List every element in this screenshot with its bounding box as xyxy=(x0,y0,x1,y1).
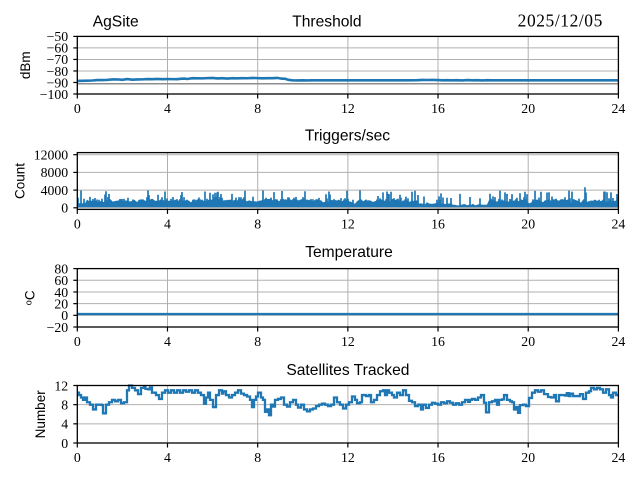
svg-text:40: 40 xyxy=(54,285,68,300)
svg-text:oC: oC xyxy=(23,290,38,305)
svg-text:4: 4 xyxy=(164,450,171,465)
svg-text:80: 80 xyxy=(54,261,68,276)
svg-text:60: 60 xyxy=(54,273,68,288)
svg-text:4: 4 xyxy=(164,101,171,116)
svg-text:−50: −50 xyxy=(47,29,69,44)
svg-text:8: 8 xyxy=(254,450,261,465)
svg-text:12: 12 xyxy=(341,334,355,349)
svg-text:Satellites Tracked: Satellites Tracked xyxy=(286,362,409,379)
svg-text:8: 8 xyxy=(61,397,68,412)
svg-text:12: 12 xyxy=(341,450,355,465)
svg-text:8: 8 xyxy=(254,334,261,349)
svg-text:Temperature: Temperature xyxy=(305,244,393,261)
svg-text:4: 4 xyxy=(61,417,68,432)
svg-text:−70: −70 xyxy=(47,52,69,67)
svg-text:4: 4 xyxy=(164,334,171,349)
svg-text:24: 24 xyxy=(612,217,626,232)
svg-text:20: 20 xyxy=(521,450,535,465)
svg-text:16: 16 xyxy=(431,450,445,465)
svg-text:0: 0 xyxy=(74,450,81,465)
svg-text:20: 20 xyxy=(521,217,535,232)
svg-text:0: 0 xyxy=(74,101,81,116)
svg-text:24: 24 xyxy=(612,450,626,465)
svg-text:4: 4 xyxy=(164,217,171,232)
svg-text:12: 12 xyxy=(341,217,355,232)
svg-text:12: 12 xyxy=(341,101,355,116)
svg-text:−80: −80 xyxy=(47,64,69,79)
svg-text:Count: Count xyxy=(13,163,28,199)
svg-text:Triggers/sec: Triggers/sec xyxy=(305,127,390,144)
svg-text:Number: Number xyxy=(33,390,48,439)
svg-text:16: 16 xyxy=(431,101,445,116)
svg-text:8: 8 xyxy=(254,101,261,116)
svg-text:0: 0 xyxy=(74,217,81,232)
svg-text:dBm: dBm xyxy=(18,51,33,79)
svg-text:8000: 8000 xyxy=(41,165,69,180)
svg-text:−100: −100 xyxy=(40,87,69,102)
svg-text:4000: 4000 xyxy=(41,183,69,198)
svg-text:16: 16 xyxy=(431,217,445,232)
svg-text:0: 0 xyxy=(74,334,81,349)
svg-text:24: 24 xyxy=(612,334,626,349)
svg-text:16: 16 xyxy=(431,334,445,349)
svg-text:AgSite: AgSite xyxy=(93,14,139,31)
svg-text:−20: −20 xyxy=(47,320,69,335)
svg-text:12: 12 xyxy=(54,378,68,393)
svg-text:24: 24 xyxy=(612,101,626,116)
svg-text:0: 0 xyxy=(61,436,68,451)
svg-text:8: 8 xyxy=(254,217,261,232)
svg-text:20: 20 xyxy=(54,296,68,311)
svg-text:20: 20 xyxy=(521,101,535,116)
svg-text:0: 0 xyxy=(61,308,68,323)
svg-text:0: 0 xyxy=(61,201,68,216)
svg-text:Threshold: Threshold xyxy=(292,14,361,31)
svg-text:12000: 12000 xyxy=(34,148,69,163)
svg-text:−90: −90 xyxy=(47,75,69,90)
svg-text:20: 20 xyxy=(521,334,535,349)
svg-text:2025/12/05: 2025/12/05 xyxy=(518,11,603,31)
svg-text:−60: −60 xyxy=(47,41,69,56)
